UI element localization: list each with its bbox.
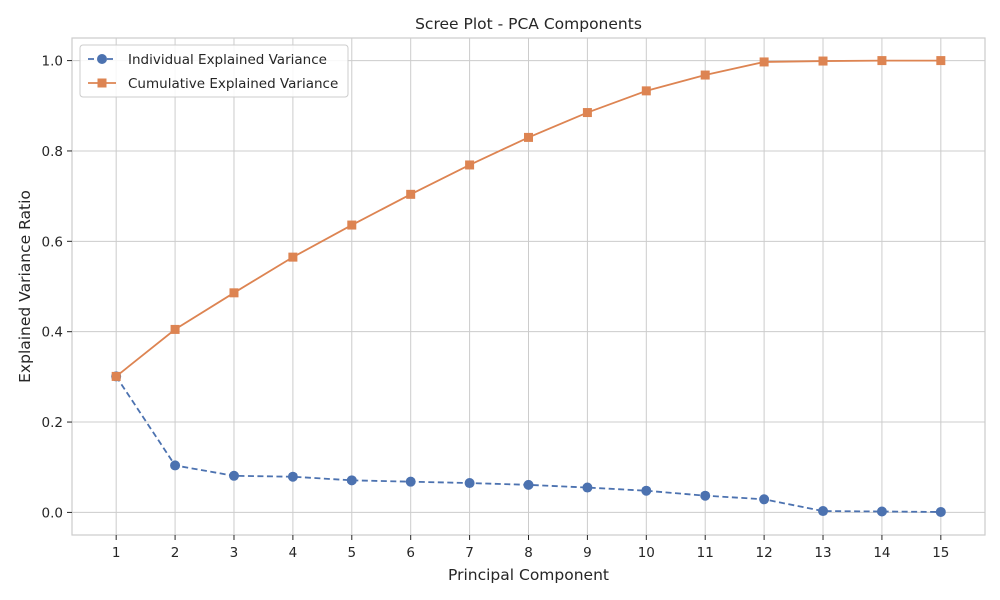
cumulative-variance-point xyxy=(347,220,357,230)
legend-entry: Cumulative Explained Variance xyxy=(88,76,338,92)
individual-variance-point xyxy=(523,479,534,490)
cumulative-variance-point xyxy=(465,160,475,170)
y-tick-label: 0.0 xyxy=(42,505,63,521)
individual-variance-point xyxy=(287,471,298,482)
y-axis-ticks: 0.0 0.2 0.4 0.6 0.8 1.0 xyxy=(42,54,72,521)
legend-marker-swatch xyxy=(97,54,107,64)
y-tick-label: 1.0 xyxy=(42,54,63,70)
x-axis-label: Principal Component xyxy=(448,566,609,584)
cumulative-variance-point xyxy=(759,57,769,67)
legend-marker-swatch xyxy=(97,78,107,88)
y-tick-label: 0.4 xyxy=(42,325,63,341)
x-tick-label: 11 xyxy=(697,545,714,561)
individual-variance-point xyxy=(346,475,357,486)
x-tick-label: 7 xyxy=(465,545,474,561)
individual-variance-point xyxy=(228,470,239,481)
cumulative-variance-point xyxy=(524,132,533,142)
cumulative-variance-point xyxy=(406,189,416,199)
individual-variance-point xyxy=(464,478,475,489)
cumulative-variance-point xyxy=(818,56,828,66)
cumulative-variance-point xyxy=(641,86,651,96)
individual-variance-point xyxy=(759,494,770,505)
individual-variance-point xyxy=(170,460,181,471)
cumulative-variance-point xyxy=(877,56,887,66)
x-axis-ticks: 1 2 3 4 5 6 7 8 9 10 11 12 13 14 15 xyxy=(112,535,949,561)
cumulative-variance-point xyxy=(700,70,710,80)
cumulative-variance-series xyxy=(111,56,946,381)
x-tick-label: 5 xyxy=(347,545,356,561)
legend-label: Individual Explained Variance xyxy=(128,52,327,68)
grid xyxy=(72,38,985,535)
individual-variance-point xyxy=(876,506,887,517)
x-tick-label: 1 xyxy=(112,545,121,561)
x-tick-label: 3 xyxy=(230,545,239,561)
chart-title: Scree Plot - PCA Components xyxy=(415,15,642,33)
x-tick-label: 8 xyxy=(524,545,533,561)
cumulative-variance-point xyxy=(582,108,592,118)
individual-variance-point xyxy=(641,485,652,496)
y-tick-label: 0.8 xyxy=(42,144,63,160)
x-tick-label: 12 xyxy=(756,545,773,561)
x-tick-label: 14 xyxy=(873,545,890,561)
legend: Individual Explained Variance Cumulative … xyxy=(79,44,349,98)
individual-variance-point xyxy=(700,490,711,501)
cumulative-variance-point xyxy=(170,324,180,334)
legend-entry: Individual Explained Variance xyxy=(88,52,327,68)
individual-variance-point xyxy=(935,506,946,517)
cumulative-variance-point xyxy=(288,252,298,262)
x-tick-label: 6 xyxy=(406,545,415,561)
x-tick-label: 9 xyxy=(583,545,592,561)
y-axis-label: Explained Variance Ratio xyxy=(16,190,34,383)
x-tick-label: 2 xyxy=(171,545,180,561)
legend-box xyxy=(79,44,349,98)
x-tick-label: 15 xyxy=(932,545,949,561)
x-tick-label: 4 xyxy=(289,545,298,561)
cumulative-variance-point xyxy=(936,56,946,66)
x-tick-label: 10 xyxy=(638,545,655,561)
legend-label: Cumulative Explained Variance xyxy=(128,76,338,92)
x-tick-label: 13 xyxy=(814,545,831,561)
y-tick-label: 0.2 xyxy=(42,415,63,431)
cumulative-variance-point xyxy=(111,371,121,381)
y-tick-label: 0.6 xyxy=(42,234,63,250)
cumulative-variance-point xyxy=(229,288,239,298)
series-layer xyxy=(111,56,946,517)
individual-variance-point xyxy=(582,482,593,493)
individual-variance-point xyxy=(818,506,829,517)
individual-variance-point xyxy=(405,476,416,487)
